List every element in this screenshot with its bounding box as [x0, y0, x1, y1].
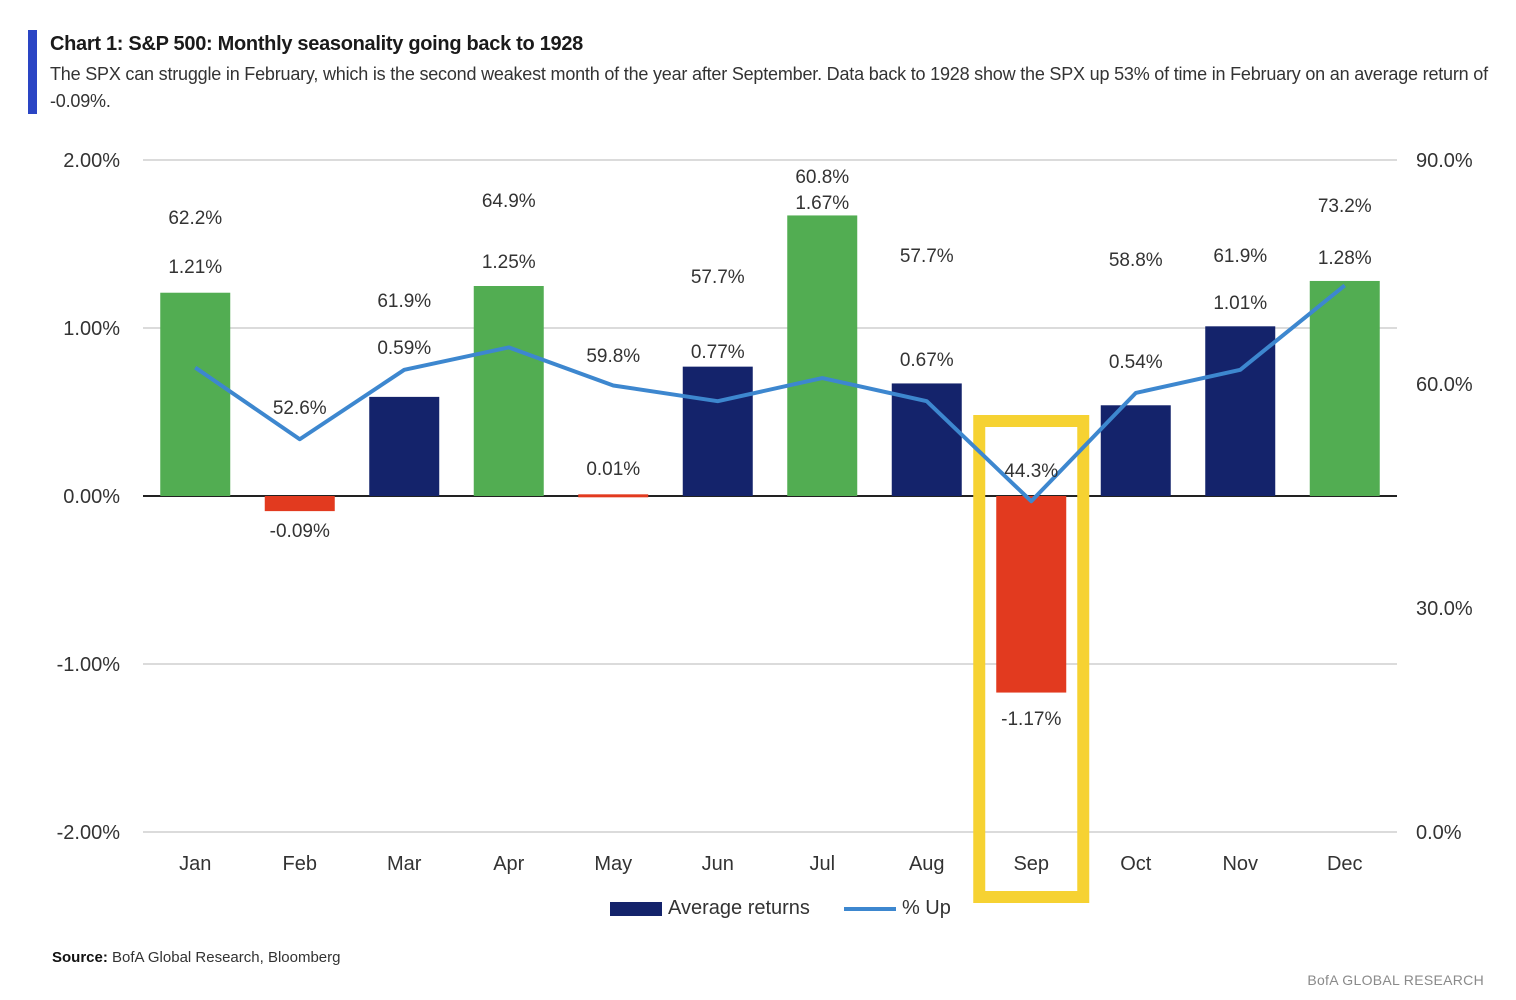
pct-up-label: 57.7%: [691, 267, 745, 288]
bar-value-label: 1.01%: [1213, 293, 1267, 314]
source-text: BofA Global Research, Bloomberg: [112, 949, 341, 966]
y-right-tick-label: 90.0%: [1416, 150, 1473, 172]
x-tick-label: May: [594, 853, 632, 875]
bar-value-label: 1.67%: [795, 193, 849, 214]
x-tick-label: Sep: [1013, 853, 1049, 875]
x-tick-label: Apr: [493, 853, 524, 875]
x-tick-label: Jun: [702, 853, 734, 875]
pct-up-label: 62.2%: [168, 208, 222, 229]
legend-bar-swatch: [610, 901, 662, 916]
legend: Average returns % Up: [610, 897, 951, 920]
y-right-tick-label: 60.0%: [1416, 374, 1473, 396]
bar-may: [578, 494, 649, 498]
pct-up-label: 58.8%: [1109, 250, 1163, 271]
bar-value-label: 0.59%: [377, 338, 431, 359]
bar-value-label: 0.67%: [900, 350, 954, 371]
bar-mar: [369, 396, 440, 496]
bar-value-label: 0.01%: [586, 459, 640, 480]
y-left-tick-label: 1.00%: [63, 318, 120, 340]
bar-value-label: 1.28%: [1318, 248, 1372, 269]
x-tick-label: Aug: [909, 853, 945, 875]
chart-title: Chart 1: S&P 500: Monthly seasonality go…: [50, 33, 583, 55]
bar-value-label: -0.09%: [270, 521, 330, 542]
y-right-tick-label: 30.0%: [1416, 598, 1473, 620]
y-left-tick-label: 2.00%: [63, 150, 120, 172]
title-accent-bar: [28, 30, 37, 114]
pct-up-label: 52.6%: [273, 398, 327, 419]
pct-up-label: 60.8%: [795, 167, 849, 188]
x-tick-label: Nov: [1222, 853, 1258, 875]
bar-value-label: 0.54%: [1109, 352, 1163, 373]
bar-jul: [787, 215, 858, 496]
bar-value-label: 0.77%: [691, 342, 745, 363]
pct-up-label: 44.3%: [1004, 461, 1058, 482]
bar-jun: [682, 366, 753, 496]
bar-value-label: 1.25%: [482, 252, 536, 273]
pct-up-label: 61.9%: [1213, 246, 1267, 267]
legend-line-swatch: [843, 906, 896, 911]
bar-dec: [1309, 280, 1380, 496]
y-left-tick-label: 0.00%: [63, 486, 120, 508]
bar-value-label: 1.21%: [168, 257, 222, 278]
x-tick-label: Mar: [387, 853, 422, 875]
pct-up-label: 61.9%: [377, 291, 431, 312]
legend-bars-label: Average returns: [668, 897, 810, 919]
source-note: Source: BofA Global Research, Bloomberg: [52, 949, 341, 966]
pct-up-line: [194, 283, 1347, 504]
pct-up-label: 73.2%: [1318, 196, 1372, 217]
bar-apr: [473, 286, 544, 496]
pct-up-label: 64.9%: [482, 191, 536, 212]
y-left-tick-label: -2.00%: [57, 822, 121, 844]
bar-oct: [1100, 405, 1171, 496]
highlight-box-sep: [973, 415, 1090, 903]
legend-line-label: % Up: [901, 897, 951, 919]
x-tick-label: Feb: [283, 853, 317, 875]
brand-mark: BofA GLOBAL RESEARCH: [1307, 972, 1484, 988]
x-tick-label: Dec: [1327, 853, 1363, 875]
bar-feb: [264, 496, 335, 512]
pct-up-label: 57.7%: [900, 246, 954, 267]
x-tick-label: Oct: [1120, 853, 1152, 875]
source-label: Source:: [52, 949, 108, 966]
y-left-tick-label: -1.00%: [57, 654, 121, 676]
bar-nov: [1205, 326, 1276, 496]
x-tick-label: Jul: [809, 853, 835, 875]
pct-up-label: 59.8%: [586, 346, 640, 367]
bar-jan: [160, 292, 231, 496]
bar-value-label: -1.17%: [1001, 709, 1061, 730]
bar-sep: [996, 496, 1067, 693]
y-right-tick-label: 0.0%: [1416, 822, 1462, 844]
chart-subtitle: The SPX can struggle in February, which …: [50, 64, 1488, 111]
x-tick-label: Jan: [179, 853, 211, 875]
